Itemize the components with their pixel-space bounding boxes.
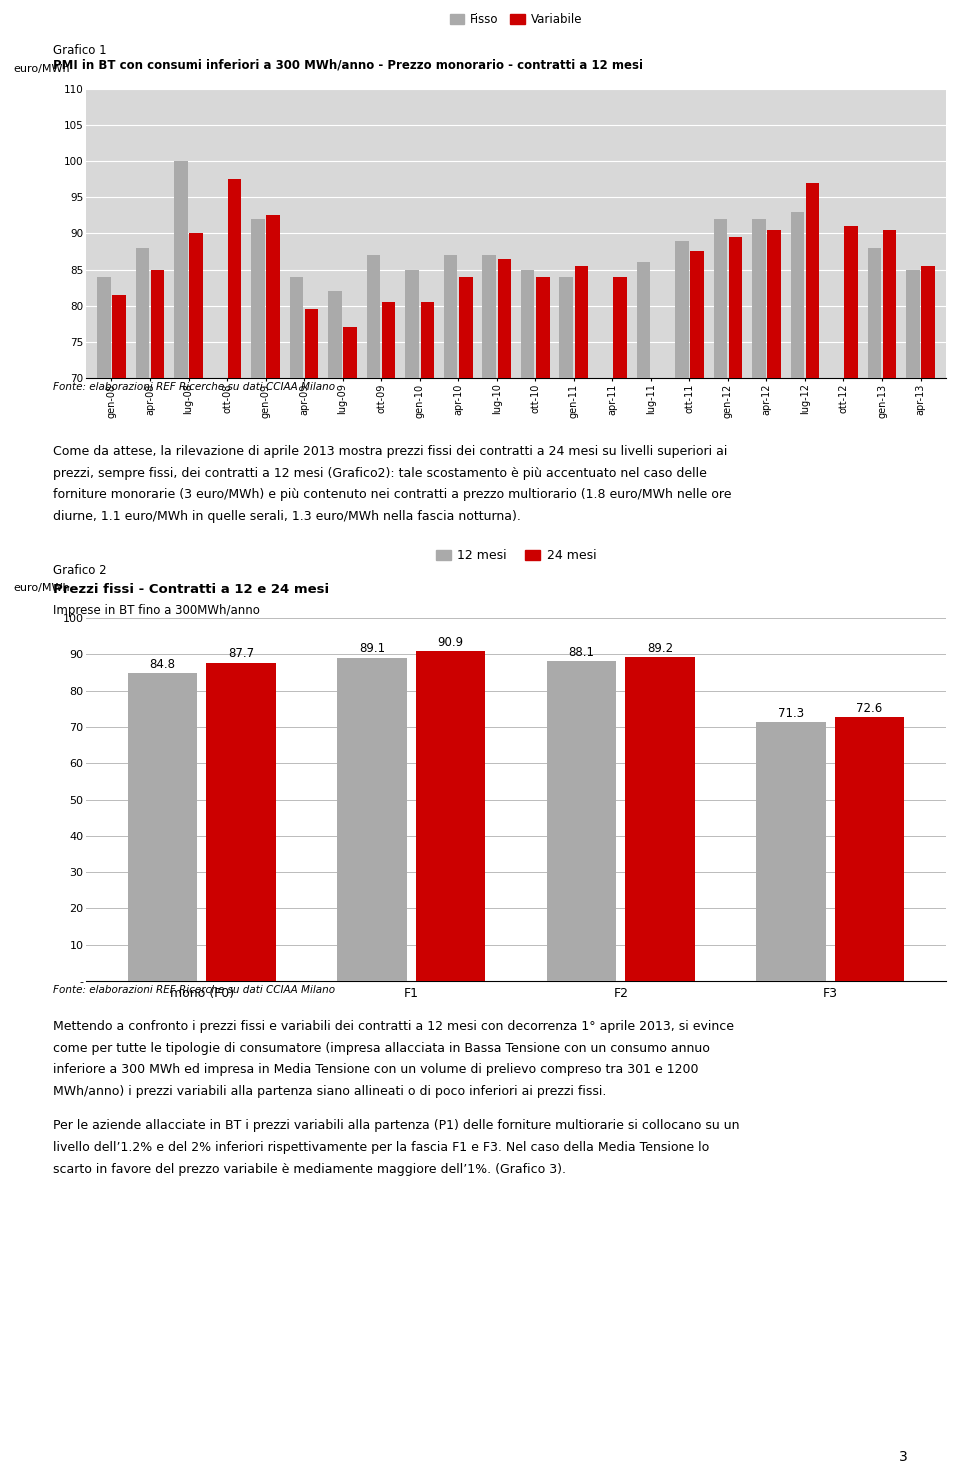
- Text: 87.7: 87.7: [228, 648, 254, 661]
- Bar: [868, 247, 881, 378]
- Bar: [206, 662, 276, 981]
- Bar: [189, 233, 203, 378]
- Text: PMI in BT con consumi inferiori a 300 MWh/anno - Prezzo monorario - contratti a : PMI in BT con consumi inferiori a 300 MW…: [53, 58, 643, 71]
- Text: prezzi, sempre fissi, dei contratti a 12 mesi (Grafico2): tale scostamento è più: prezzi, sempre fissi, dei contratti a 12…: [53, 467, 707, 480]
- Bar: [752, 219, 765, 378]
- Bar: [267, 215, 280, 378]
- Bar: [845, 227, 858, 378]
- Text: 84.8: 84.8: [150, 658, 176, 671]
- Bar: [382, 302, 396, 378]
- Bar: [547, 661, 616, 981]
- Bar: [613, 277, 627, 378]
- Text: Per le aziende allacciate in BT i prezzi variabili alla partenza (P1) delle forn: Per le aziende allacciate in BT i prezzi…: [53, 1119, 739, 1132]
- Bar: [97, 277, 110, 378]
- Bar: [690, 252, 704, 378]
- Text: forniture monorarie (3 euro/MWh) e più contenuto nei contratti a prezzo multiora: forniture monorarie (3 euro/MWh) e più c…: [53, 489, 732, 501]
- Bar: [521, 270, 535, 378]
- Bar: [151, 270, 164, 378]
- Bar: [420, 302, 434, 378]
- Bar: [497, 259, 511, 378]
- Bar: [883, 230, 897, 378]
- Bar: [112, 295, 126, 378]
- Bar: [791, 212, 804, 378]
- Bar: [767, 230, 780, 378]
- Text: inferiore a 300 MWh ed impresa in Media Tensione con un volume di prelievo compr: inferiore a 300 MWh ed impresa in Media …: [53, 1064, 698, 1076]
- Text: 71.3: 71.3: [778, 707, 804, 720]
- Text: 90.9: 90.9: [438, 636, 464, 649]
- Bar: [252, 219, 265, 378]
- Text: diurne, 1.1 euro/MWh in quelle serali, 1.3 euro/MWh nella fascia notturna).: diurne, 1.1 euro/MWh in quelle serali, 1…: [53, 510, 520, 523]
- Legend: Fisso, Variabile: Fisso, Variabile: [445, 7, 587, 31]
- Text: livello dell’1.2% e del 2% inferiori rispettivamente per la fascia F1 e F3. Nel : livello dell’1.2% e del 2% inferiori ris…: [53, 1141, 709, 1154]
- Text: 3: 3: [899, 1451, 907, 1464]
- Bar: [328, 292, 342, 378]
- Bar: [713, 219, 727, 378]
- Text: Grafico 2: Grafico 2: [53, 563, 107, 576]
- Bar: [575, 265, 588, 378]
- Bar: [482, 255, 496, 378]
- Bar: [636, 262, 650, 378]
- Bar: [729, 237, 742, 378]
- Text: 89.2: 89.2: [647, 642, 673, 655]
- Bar: [459, 277, 472, 378]
- Bar: [290, 277, 303, 378]
- Text: Prezzi fissi - Contratti a 12 e 24 mesi: Prezzi fissi - Contratti a 12 e 24 mesi: [53, 582, 329, 596]
- Text: MWh/anno) i prezzi variabili alla partenza siano allineati o di poco inferiori a: MWh/anno) i prezzi variabili alla parten…: [53, 1085, 606, 1098]
- Text: Come da attese, la rilevazione di aprile 2013 mostra prezzi fissi dei contratti : Come da attese, la rilevazione di aprile…: [53, 445, 727, 458]
- Bar: [756, 722, 826, 981]
- Text: Fonte: elaborazioni REF Ricerche su dati CCIAA Milano: Fonte: elaborazioni REF Ricerche su dati…: [53, 986, 335, 994]
- Text: Grafico 1: Grafico 1: [53, 44, 107, 58]
- Text: Imprese in BT fino a 300MWh/anno: Imprese in BT fino a 300MWh/anno: [53, 603, 259, 617]
- Legend: 12 mesi, 24 mesi: 12 mesi, 24 mesi: [431, 544, 601, 568]
- Bar: [174, 162, 187, 378]
- Bar: [536, 277, 550, 378]
- Bar: [337, 658, 407, 981]
- Text: Fonte: elaborazioni REF Ricerche su dati CCIAA Milano: Fonte: elaborazioni REF Ricerche su dati…: [53, 382, 335, 391]
- Bar: [835, 717, 904, 981]
- Bar: [135, 247, 149, 378]
- Bar: [675, 240, 688, 378]
- Bar: [344, 328, 357, 378]
- Text: scarto in favore del prezzo variabile è mediamente maggiore dell’1%. (Grafico 3): scarto in favore del prezzo variabile è …: [53, 1163, 565, 1177]
- Bar: [416, 651, 485, 981]
- Text: come per tutte le tipologie di consumatore (impresa allacciata in Bassa Tensione: come per tutte le tipologie di consumato…: [53, 1042, 709, 1055]
- Text: 72.6: 72.6: [856, 702, 882, 716]
- Bar: [805, 182, 819, 378]
- Bar: [405, 270, 419, 378]
- Bar: [906, 270, 920, 378]
- Bar: [228, 179, 241, 378]
- Bar: [625, 657, 695, 981]
- Text: 88.1: 88.1: [568, 646, 594, 659]
- Bar: [305, 310, 319, 378]
- Bar: [560, 277, 573, 378]
- Text: euro/MWh: euro/MWh: [13, 582, 70, 593]
- Text: Mettendo a confronto i prezzi fissi e variabili dei contratti a 12 mesi con deco: Mettendo a confronto i prezzi fissi e va…: [53, 1020, 733, 1033]
- Bar: [367, 255, 380, 378]
- Bar: [128, 673, 197, 981]
- Bar: [444, 255, 457, 378]
- Bar: [922, 265, 935, 378]
- Text: 89.1: 89.1: [359, 642, 385, 655]
- Text: euro/MWh: euro/MWh: [13, 65, 70, 74]
